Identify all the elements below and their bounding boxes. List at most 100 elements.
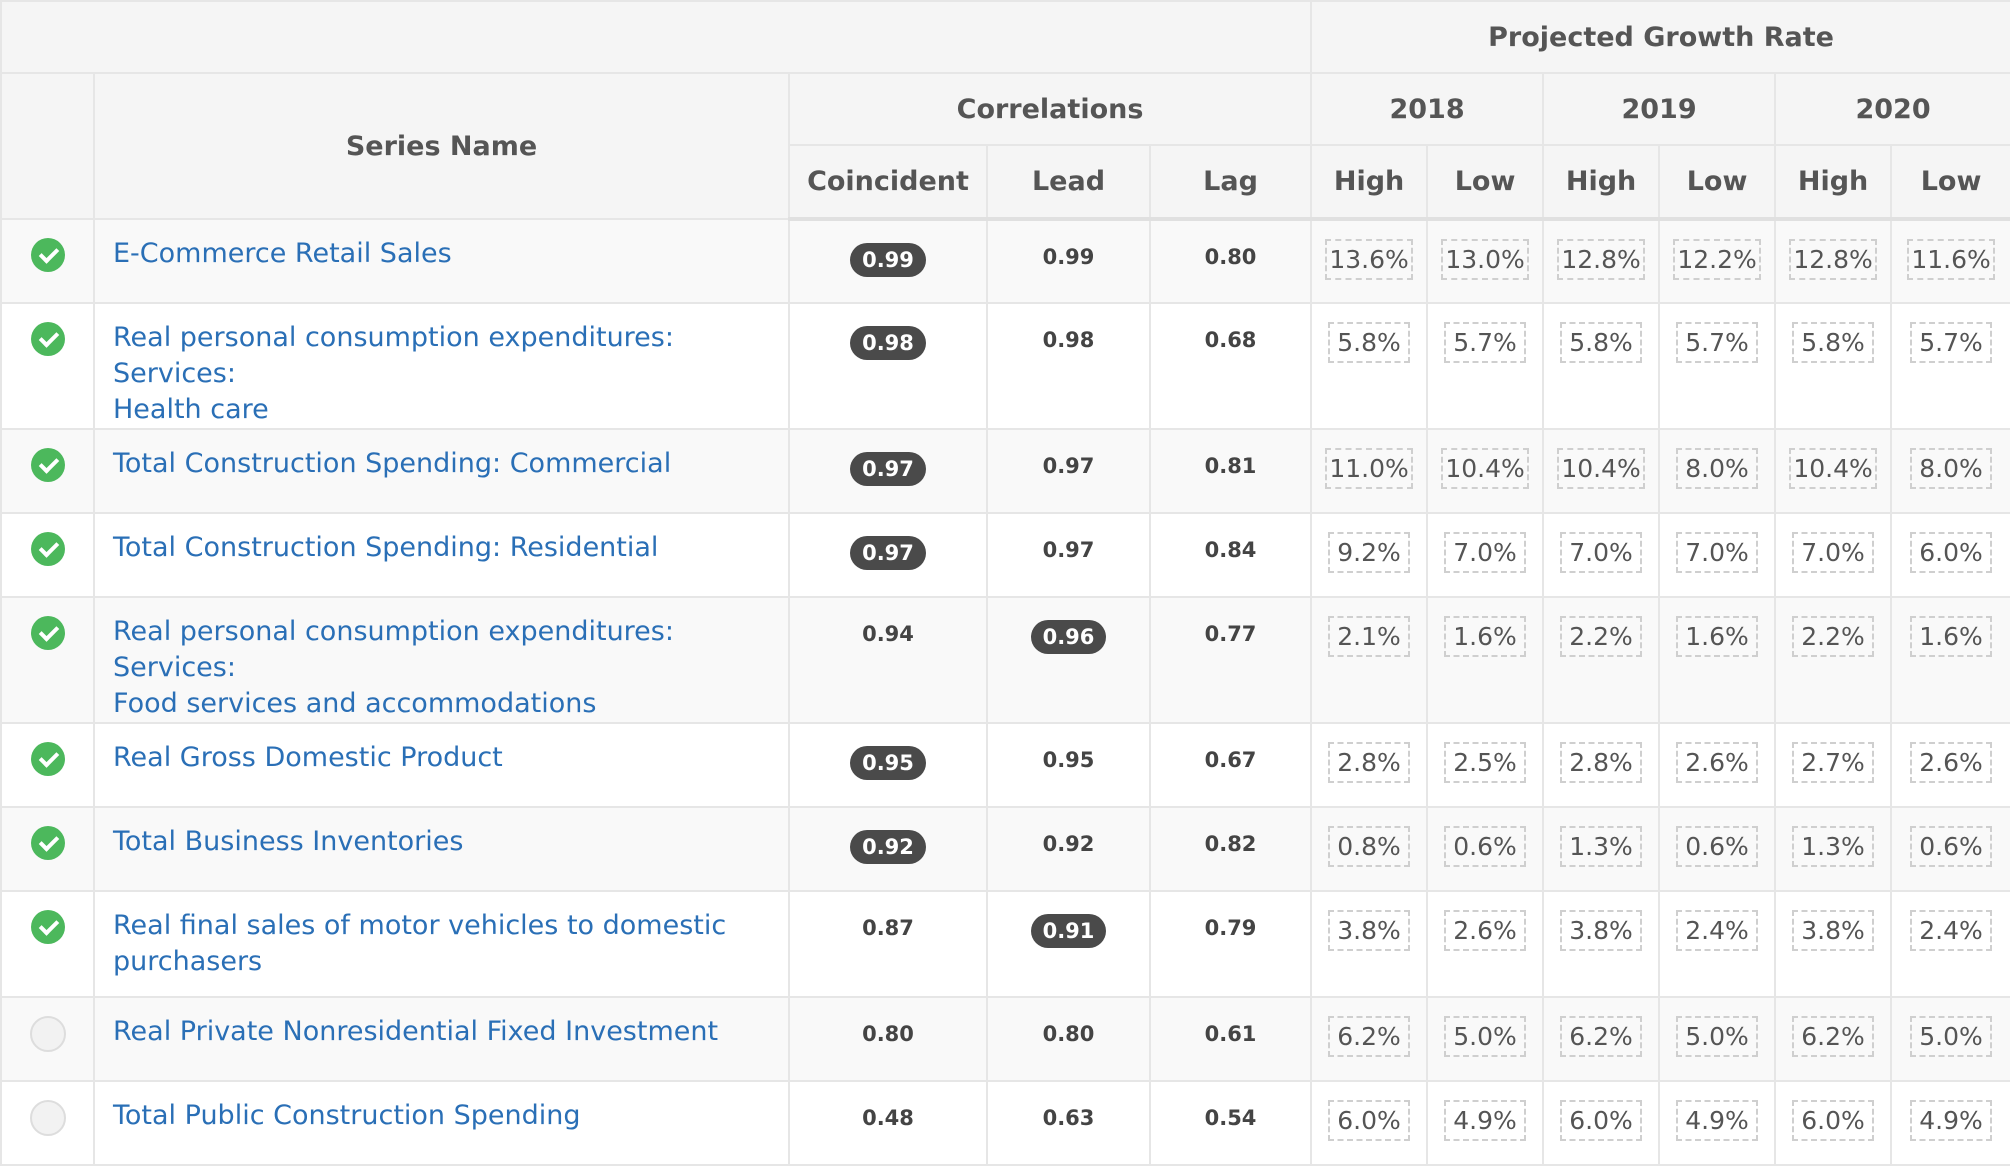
editable-rate-value[interactable]: 6.0% bbox=[1560, 1100, 1643, 1141]
editable-rate-value[interactable]: 2.4% bbox=[1910, 910, 1993, 951]
high-header-2019[interactable]: High bbox=[1542, 144, 1661, 221]
series-name-link[interactable]: Total Public Construction Spending bbox=[113, 1100, 581, 1131]
high-header-2018[interactable]: High bbox=[1310, 144, 1429, 221]
editable-rate-value[interactable]: 2.4% bbox=[1676, 910, 1759, 951]
series-name-link[interactable]: Real personal consumption expenditures: … bbox=[113, 322, 674, 425]
checked-circle-icon[interactable] bbox=[30, 826, 65, 860]
editable-rate-value[interactable]: 6.0% bbox=[1910, 532, 1993, 573]
checked-circle-icon[interactable] bbox=[30, 448, 65, 482]
series-name-link[interactable]: Total Construction Spending: Residential bbox=[113, 532, 658, 563]
editable-rate-value[interactable]: 12.8% bbox=[1789, 239, 1877, 280]
rate-cell-high-2019: 6.0% bbox=[1542, 1080, 1661, 1166]
editable-rate-value[interactable]: 5.8% bbox=[1328, 322, 1411, 363]
editable-rate-value[interactable]: 0.6% bbox=[1910, 826, 1993, 867]
editable-rate-value[interactable]: 1.3% bbox=[1792, 826, 1875, 867]
editable-rate-value[interactable]: 5.8% bbox=[1792, 322, 1875, 363]
checked-circle-icon[interactable] bbox=[30, 616, 65, 650]
editable-rate-value[interactable]: 3.8% bbox=[1328, 910, 1411, 951]
editable-rate-value[interactable]: 7.0% bbox=[1444, 532, 1527, 573]
rate-cell-high-2019: 10.4% bbox=[1542, 428, 1661, 514]
editable-rate-value[interactable]: 6.0% bbox=[1328, 1100, 1411, 1141]
editable-rate-value[interactable]: 2.8% bbox=[1328, 742, 1411, 783]
editable-rate-value[interactable]: 10.4% bbox=[1441, 448, 1529, 489]
editable-rate-value[interactable]: 4.9% bbox=[1676, 1100, 1759, 1141]
editable-rate-value[interactable]: 12.2% bbox=[1673, 239, 1761, 280]
editable-rate-value[interactable]: 3.8% bbox=[1792, 910, 1875, 951]
coincident-header[interactable]: Coincident bbox=[788, 144, 988, 221]
high-header-2020[interactable]: High bbox=[1774, 144, 1893, 221]
low-header-2020[interactable]: Low bbox=[1890, 144, 2010, 221]
low-header-2019[interactable]: Low bbox=[1658, 144, 1777, 221]
editable-rate-value[interactable]: 2.1% bbox=[1328, 616, 1411, 657]
editable-rate-value[interactable]: 10.4% bbox=[1557, 448, 1645, 489]
editable-rate-value[interactable]: 1.6% bbox=[1676, 616, 1759, 657]
series-name-line: Real personal consumption expenditures: … bbox=[113, 616, 674, 683]
editable-rate-value[interactable]: 6.2% bbox=[1560, 1016, 1643, 1057]
checked-circle-icon[interactable] bbox=[30, 532, 65, 566]
low-header-2018[interactable]: Low bbox=[1426, 144, 1545, 221]
editable-rate-value[interactable]: 9.2% bbox=[1328, 532, 1411, 573]
editable-rate-value[interactable]: 0.8% bbox=[1328, 826, 1411, 867]
editable-rate-value[interactable]: 4.9% bbox=[1910, 1100, 1993, 1141]
editable-rate-value[interactable]: 13.0% bbox=[1441, 239, 1529, 280]
editable-rate-value[interactable]: 12.8% bbox=[1557, 239, 1645, 280]
series-name-link[interactable]: Total Construction Spending: Commercial bbox=[113, 448, 671, 479]
editable-rate-value[interactable]: 7.0% bbox=[1560, 532, 1643, 573]
editable-rate-value[interactable]: 5.0% bbox=[1910, 1016, 1993, 1057]
checked-circle-icon[interactable] bbox=[30, 910, 65, 944]
editable-rate-value[interactable]: 7.0% bbox=[1792, 532, 1875, 573]
lag-cell: 0.77 bbox=[1148, 596, 1313, 724]
editable-rate-value[interactable]: 6.0% bbox=[1792, 1100, 1875, 1141]
series-name-link[interactable]: Total Business Inventories bbox=[113, 826, 463, 857]
series-name-link[interactable]: Real personal consumption expenditures: … bbox=[113, 616, 674, 719]
editable-rate-value[interactable]: 11.6% bbox=[1907, 239, 1995, 280]
checked-circle-icon[interactable] bbox=[30, 742, 65, 776]
unchecked-circle-icon[interactable] bbox=[29, 1100, 66, 1136]
editable-rate-value[interactable]: 6.2% bbox=[1792, 1016, 1875, 1057]
editable-rate-value[interactable]: 3.8% bbox=[1560, 910, 1643, 951]
editable-rate-value[interactable]: 2.6% bbox=[1676, 742, 1759, 783]
editable-rate-value[interactable]: 5.7% bbox=[1676, 322, 1759, 363]
editable-rate-value[interactable]: 11.0% bbox=[1325, 448, 1413, 489]
series-name-link[interactable]: Real Private Nonresidential Fixed Invest… bbox=[113, 1016, 718, 1047]
editable-rate-value[interactable]: 5.7% bbox=[1444, 322, 1527, 363]
series-name-link[interactable]: Real final sales of motor vehicles to do… bbox=[113, 910, 726, 977]
editable-rate-value[interactable]: 8.0% bbox=[1910, 448, 1993, 489]
editable-rate-value[interactable]: 2.6% bbox=[1910, 742, 1993, 783]
editable-rate-value[interactable]: 5.0% bbox=[1676, 1016, 1759, 1057]
editable-rate-value[interactable]: 2.7% bbox=[1792, 742, 1875, 783]
editable-rate-value[interactable]: 1.6% bbox=[1444, 616, 1527, 657]
editable-rate-value[interactable]: 2.2% bbox=[1792, 616, 1875, 657]
checked-circle-icon[interactable] bbox=[30, 322, 65, 356]
lag-value: 0.77 bbox=[1204, 622, 1257, 646]
editable-rate-value[interactable]: 13.6% bbox=[1325, 239, 1413, 280]
editable-rate-value[interactable]: 1.3% bbox=[1560, 826, 1643, 867]
editable-rate-value[interactable]: 2.6% bbox=[1444, 910, 1527, 951]
editable-rate-value[interactable]: 2.5% bbox=[1444, 742, 1527, 783]
editable-rate-value[interactable]: 2.8% bbox=[1560, 742, 1643, 783]
series-name-header[interactable]: Series Name bbox=[93, 72, 790, 220]
editable-rate-value[interactable]: 10.4% bbox=[1789, 448, 1877, 489]
unchecked-circle-icon[interactable] bbox=[29, 1016, 66, 1052]
series-name-link[interactable]: Real Gross Domestic Product bbox=[113, 742, 503, 773]
editable-rate-value[interactable]: 0.6% bbox=[1676, 826, 1759, 867]
lag-header[interactable]: Lag bbox=[1148, 144, 1313, 221]
editable-rate-value[interactable]: 4.9% bbox=[1444, 1100, 1527, 1141]
editable-rate-value[interactable]: 6.2% bbox=[1328, 1016, 1411, 1057]
editable-rate-value[interactable]: 1.6% bbox=[1910, 616, 1993, 657]
editable-rate-value[interactable]: 5.0% bbox=[1444, 1016, 1527, 1057]
series-name-line: Total Construction Spending: Commercial bbox=[113, 448, 672, 479]
checked-circle-icon[interactable] bbox=[30, 238, 65, 272]
rate-cell-low-2020: 2.4% bbox=[1890, 890, 2010, 998]
editable-rate-value[interactable]: 2.2% bbox=[1560, 616, 1643, 657]
editable-rate-value[interactable]: 7.0% bbox=[1676, 532, 1759, 573]
editable-rate-value[interactable]: 8.0% bbox=[1676, 448, 1759, 489]
editable-rate-value[interactable]: 5.8% bbox=[1560, 322, 1643, 363]
editable-rate-value[interactable]: 0.6% bbox=[1444, 826, 1527, 867]
editable-rate-value[interactable]: 5.7% bbox=[1910, 322, 1993, 363]
lead-header[interactable]: Lead bbox=[986, 144, 1151, 221]
rate-cell-high-2018: 6.0% bbox=[1310, 1080, 1429, 1166]
coincident-cell: 0.87 bbox=[788, 890, 988, 998]
series-name-link[interactable]: E-Commerce Retail Sales bbox=[113, 238, 452, 269]
coincident-cell: 0.98 bbox=[788, 302, 988, 430]
